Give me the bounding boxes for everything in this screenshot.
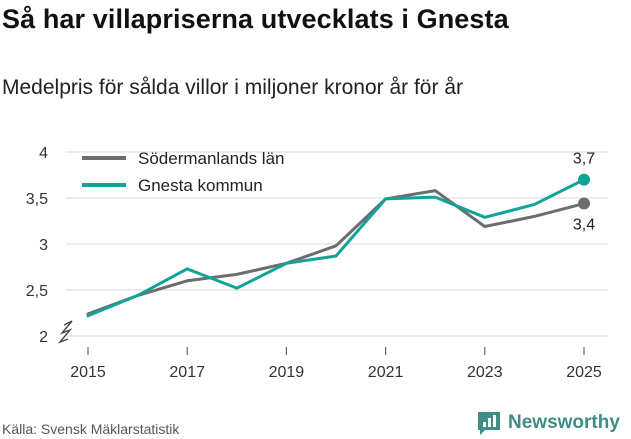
series-lines: 3,4 3,7 (86, 151, 595, 318)
line-chart: 2 2,5 3 3,5 4 2015 2017 2019 2021 2023 2025 3,4 3,7… (26, 145, 608, 381)
x-tick-label: 2017 (169, 364, 205, 381)
legend: Södermanlands län Gnesta kommun (82, 149, 284, 195)
series-end-point (578, 197, 590, 210)
y-tick-label: 2,5 (26, 283, 48, 300)
series-end-point (578, 173, 590, 186)
y-tick-label: 3 (39, 237, 48, 254)
newsworthy-icon (478, 412, 500, 435)
x-tick-label: 2023 (467, 364, 503, 381)
y-tick-label: 2 (39, 329, 48, 346)
y-tick-label: 3,5 (26, 191, 48, 208)
brand-name: Newsworthy (508, 412, 620, 433)
legend-label: Gnesta kommun (138, 176, 263, 195)
series-line-sodermanlands-lan (86, 189, 586, 316)
source-note: Källa: Svensk Mäklarstatistik (2, 421, 180, 437)
x-tick-label: 2025 (566, 364, 602, 381)
axes: 2 2,5 3 3,5 4 2015 2017 2019 2021 2023 2025 (26, 145, 602, 381)
x-tick-label: 2019 (269, 364, 305, 381)
newsworthy-logo[interactable]: Newsworthy (476, 409, 620, 437)
legend-label: Södermanlands län (138, 149, 284, 168)
axis-break-icon (57, 320, 73, 344)
chart-title: Så har villapriserna utvecklats i Gnesta (2, 4, 509, 34)
x-tick-label: 2015 (70, 364, 106, 381)
chart-subtitle: Medelpris för sålda villor i miljoner kr… (2, 76, 463, 99)
x-tick-label: 2021 (368, 364, 404, 381)
end-value-label: 3,7 (573, 151, 595, 168)
y-tick-label: 4 (39, 145, 48, 162)
end-value-label: 3,4 (573, 217, 595, 234)
series-line-gnesta-kommun (86, 178, 586, 318)
